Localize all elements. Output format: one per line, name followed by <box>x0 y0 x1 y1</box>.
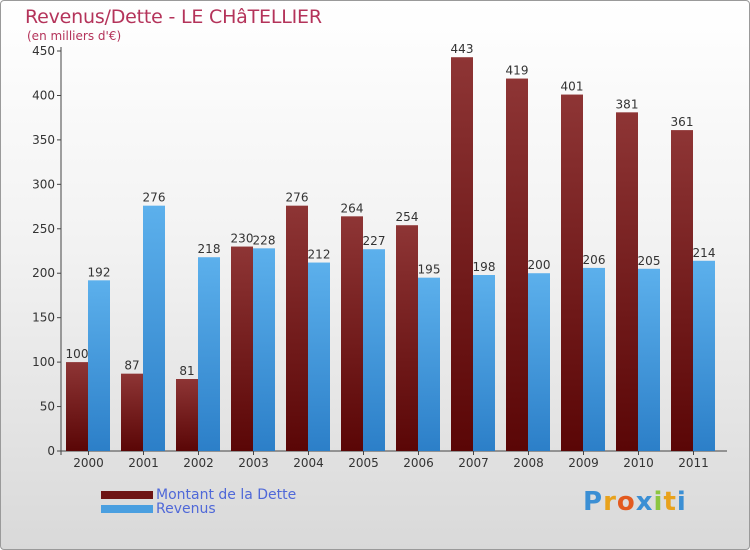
bar-dette <box>396 225 418 451</box>
bar-dette <box>231 246 253 451</box>
x-tick-label: 2004 <box>293 456 324 470</box>
y-tick-label: 300 <box>32 177 55 191</box>
bar-dette <box>671 130 693 451</box>
bar-dette <box>176 379 198 451</box>
legend-item-dette: Montant de la Dette <box>101 487 297 503</box>
y-tick-label: 450 <box>32 44 55 58</box>
data-label: 264 <box>341 201 364 215</box>
data-label: 192 <box>88 265 111 279</box>
data-label: 227 <box>363 234 386 248</box>
data-label: 381 <box>616 97 639 111</box>
legend-swatch-dette <box>101 491 153 499</box>
chart-title: Revenus/Dette - LE CHâTELLIER <box>25 6 322 28</box>
x-tick-label: 2007 <box>458 456 489 470</box>
bar-dette <box>121 373 143 451</box>
bar-dette <box>506 78 528 452</box>
logo-letter: r <box>603 487 617 517</box>
x-tick-label: 2011 <box>678 456 709 470</box>
logo-letter: P <box>583 487 604 517</box>
data-label: 443 <box>451 42 474 56</box>
x-tick-label: 2005 <box>348 456 379 470</box>
y-tick-label: 250 <box>32 222 55 236</box>
bar-dette <box>616 112 638 451</box>
legend-label-dette: Montant de la Dette <box>156 487 297 503</box>
bar-dette <box>341 216 363 451</box>
data-label: 81 <box>179 364 194 378</box>
data-label: 200 <box>528 258 551 272</box>
bar-dette <box>561 94 583 452</box>
x-tick-label: 2003 <box>238 456 269 470</box>
x-tick-label: 2006 <box>403 456 434 470</box>
data-label: 206 <box>583 253 606 267</box>
y-tick-label: 400 <box>32 88 55 102</box>
bar-revenus <box>143 205 165 451</box>
bar-revenus <box>638 268 660 451</box>
proxiti-logo: Proxiti <box>583 487 687 517</box>
bar-revenus <box>418 277 440 451</box>
bar-dette <box>66 362 88 451</box>
bar-revenus <box>473 275 495 451</box>
data-label: 361 <box>671 115 694 129</box>
y-tick-label: 100 <box>32 355 55 369</box>
bar-revenus <box>253 248 275 451</box>
legend-swatch-revenus <box>101 505 153 513</box>
logo-letter: i <box>653 487 664 517</box>
x-tick-label: 2008 <box>513 456 544 470</box>
bar-revenus <box>88 280 110 451</box>
data-label: 254 <box>396 210 419 224</box>
y-tick-label: 0 <box>47 444 55 458</box>
bar-dette <box>451 57 473 451</box>
data-label: 419 <box>506 64 529 78</box>
bar-revenus <box>363 249 385 451</box>
legend-label-revenus: Revenus <box>156 501 216 517</box>
logo-letter: o <box>616 487 636 517</box>
bar-revenus <box>528 273 550 451</box>
data-label: 230 <box>231 232 254 246</box>
data-label: 212 <box>308 248 331 262</box>
data-label: 276 <box>286 191 309 205</box>
data-label: 195 <box>418 263 441 277</box>
bar-revenus <box>583 267 605 451</box>
data-label: 214 <box>693 246 716 260</box>
legend-item-revenus: Revenus <box>101 501 216 517</box>
x-tick-label: 2010 <box>623 456 654 470</box>
y-tick-label: 150 <box>32 311 55 325</box>
y-tick-label: 350 <box>32 133 55 147</box>
x-tick-label: 2001 <box>128 456 159 470</box>
x-tick-label: 2000 <box>73 456 104 470</box>
data-label: 218 <box>198 242 221 256</box>
logo-letter: i <box>676 487 687 517</box>
data-label: 87 <box>124 359 139 373</box>
y-tick-label: 50 <box>40 400 55 414</box>
bar-revenus <box>308 262 330 451</box>
data-label: 205 <box>638 254 661 268</box>
logo-letter: x <box>635 487 654 517</box>
x-tick-label: 2002 <box>183 456 214 470</box>
bar-dette <box>286 205 308 451</box>
chart-subtitle: (en milliers d'€) <box>27 29 122 43</box>
y-tick-label: 200 <box>32 266 55 280</box>
data-label: 276 <box>143 191 166 205</box>
logo-letter: t <box>663 487 677 517</box>
data-label: 228 <box>253 233 276 247</box>
data-label: 198 <box>473 260 496 274</box>
bar-revenus <box>198 257 220 451</box>
data-label: 401 <box>561 80 584 94</box>
x-tick-label: 2009 <box>568 456 599 470</box>
data-label: 100 <box>66 347 89 361</box>
bar-revenus <box>693 260 715 451</box>
